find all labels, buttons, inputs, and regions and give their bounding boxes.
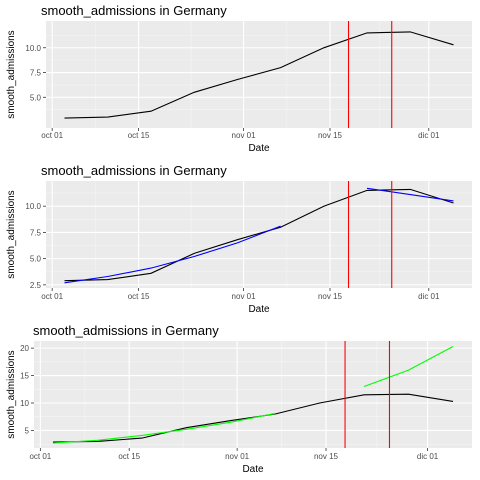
y-tick-label: 5.0 [30, 93, 42, 102]
x-axis-label: Date [242, 464, 264, 475]
y-tick-label: 15 [20, 372, 29, 381]
y-tick-label: 10.0 [25, 44, 41, 53]
x-tick-label: oct 01 [29, 452, 51, 461]
chart-panel-1: oct 01 oct 15 nov 01 nov 15 dic 01 5.0 7.5 10.0… [0, 0, 480, 160]
y-tick-label: 5.0 [30, 255, 42, 264]
x-tick-label: dic 01 [418, 131, 440, 140]
x-tick-label: nov 15 [314, 452, 339, 461]
y-tick-label: 2.5 [30, 281, 42, 290]
plot-background [46, 21, 472, 128]
chart-1-svg: oct 01 oct 15 nov 01 nov 15 dic 01 5.0 7.5 10.0… [6, 3, 472, 154]
y-tick-label: 10.0 [25, 202, 41, 211]
y-tick-label: 7.5 [30, 228, 42, 237]
chart-title: smooth_admissions in Germany [41, 163, 227, 178]
chart-title: smooth_admissions in Germany [33, 323, 219, 338]
series-line-3 [363, 346, 454, 388]
x-tick-label: nov 01 [225, 452, 250, 461]
x-tick-label: dic 01 [418, 292, 440, 301]
series-line-1 [64, 188, 454, 282]
x-tick-label: oct 15 [118, 452, 140, 461]
x-tick-label: oct 15 [128, 131, 150, 140]
series-line-3 [366, 187, 454, 202]
x-tick-label: oct 01 [41, 292, 63, 301]
y-axis-label: smooth_admissions [6, 350, 17, 438]
chart-3-svg: oct 01 oct 15 nov 01 nov 15 dic 015101520smo… [6, 323, 472, 475]
x-tick-label: nov 15 [318, 292, 343, 301]
x-tick-label: oct 15 [128, 292, 150, 301]
series-line-1 [64, 31, 454, 119]
y-tick-label: 20 [20, 344, 29, 353]
x-tick-label: nov 01 [232, 292, 257, 301]
y-tick-label: 7.5 [30, 69, 42, 78]
x-axis-label: Date [248, 304, 270, 315]
y-tick-label: 10 [20, 399, 29, 408]
y-axis-label: smooth_admissions [6, 190, 17, 278]
chart-panel-2: oct 01 oct 15 nov 01 nov 15 dic 01 2.5 5.0 7.5 1… [0, 160, 480, 320]
x-tick-label: dic 01 [417, 452, 439, 461]
x-tick-label: nov 15 [318, 131, 343, 140]
y-axis-label: smooth_admissions [6, 30, 17, 118]
y-tick-label: 5 [25, 426, 30, 435]
x-tick-label: nov 01 [232, 131, 257, 140]
chart-title: smooth_admissions in Germany [41, 3, 227, 18]
chart-2-svg: oct 01 oct 15 nov 01 nov 15 dic 01 2.5 5.0 7.5 1… [6, 163, 472, 315]
x-axis-label: Date [248, 143, 270, 154]
series-line-2 [64, 225, 281, 284]
series-line-2 [52, 412, 276, 444]
x-tick-label: oct 01 [41, 131, 63, 140]
chart-panel-3: oct 01 oct 15 nov 01 nov 15 dic 01 5 10 15 20 smo… [0, 320, 480, 480]
